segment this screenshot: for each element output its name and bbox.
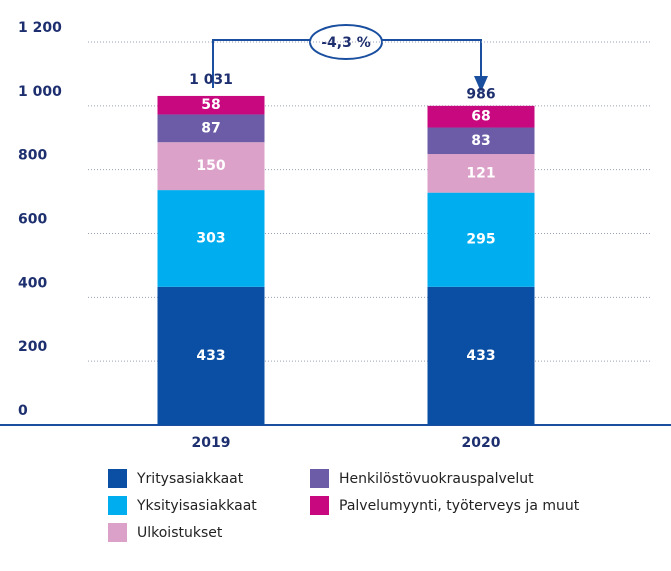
y-tick-label: 1 200 — [18, 20, 62, 36]
x-tick-label: 2020 — [462, 435, 501, 451]
value-label: 58 — [201, 97, 220, 113]
bar-segment — [427, 286, 535, 425]
legend-label: Yksityisasiakkaat — [136, 498, 257, 514]
legend-label: Ulkoistukset — [137, 525, 223, 541]
x-tick-label: 2019 — [192, 435, 231, 451]
y-tick-label: 800 — [18, 148, 47, 164]
value-label: 150 — [196, 158, 225, 174]
value-label: 433 — [466, 348, 495, 364]
value-label: 83 — [471, 133, 490, 149]
value-label: 87 — [201, 120, 220, 136]
y-tick-label: 600 — [18, 212, 47, 228]
value-label: 68 — [471, 109, 490, 125]
bracket-left — [212, 39, 310, 88]
bar-segment — [427, 154, 535, 193]
bar-segment — [427, 105, 535, 128]
bar-segment — [157, 142, 265, 191]
bar-segment — [427, 127, 535, 155]
y-tick-label: 1 000 — [18, 84, 62, 100]
total-label: 986 — [466, 86, 495, 102]
annotation: -4,3 % — [321, 35, 371, 51]
y-tick-label: 0 — [18, 403, 28, 419]
bar-segment — [157, 190, 265, 287]
arrow-head — [474, 76, 488, 92]
value-label: 303 — [196, 230, 225, 246]
bar-segment — [157, 95, 265, 115]
legend-label: Palvelumyynti, työterveys ja muut — [339, 498, 580, 514]
y-tick-label: 400 — [18, 275, 47, 291]
total-label: 1 031 — [189, 72, 233, 88]
legend-swatch — [108, 496, 127, 515]
bracket-right — [382, 39, 482, 78]
legend-swatch — [310, 469, 329, 488]
y-tick-label: 200 — [18, 339, 47, 355]
legend-swatch — [310, 496, 329, 515]
bar-segment — [427, 192, 535, 287]
value-label: 295 — [466, 232, 495, 248]
bar-segment — [157, 114, 265, 143]
legend-swatch — [108, 523, 127, 542]
value-label: 433 — [196, 348, 225, 364]
value-label: 121 — [466, 165, 495, 181]
legend-label: Yritysasiakkaat — [136, 471, 244, 487]
legend-swatch — [108, 469, 127, 488]
bar-segment — [157, 286, 265, 425]
legend-label: Henkilöstövuokrauspalvelut — [339, 471, 534, 487]
